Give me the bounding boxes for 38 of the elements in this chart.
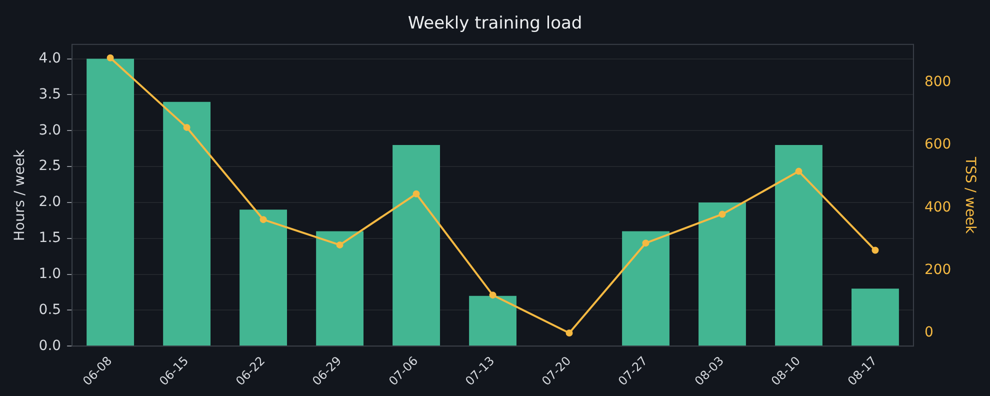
bar	[469, 296, 516, 346]
point	[795, 168, 802, 175]
y2-tick-label: 0	[924, 324, 934, 341]
y-tick-label: 3.5	[38, 86, 62, 102]
y-tick-label: 1.0	[38, 266, 62, 282]
chart-title: Weekly training load	[408, 14, 582, 34]
y-tick-label: 3.0	[38, 122, 62, 138]
y-axis-title: Hours / week	[12, 148, 28, 241]
y-tick-label: 0.5	[38, 302, 62, 318]
point	[718, 210, 726, 218]
point	[489, 292, 496, 299]
bar	[392, 144, 440, 346]
point	[106, 54, 114, 62]
point	[183, 124, 190, 131]
y-tick-label: 0.0	[38, 338, 62, 354]
point	[336, 241, 344, 248]
y2-axis-title: TSS / week	[962, 156, 978, 235]
bar	[163, 102, 211, 346]
y-tick-label: 1.5	[38, 230, 62, 246]
y-tick-label: 2.0	[38, 194, 62, 210]
y-tick-label: 2.5	[38, 158, 62, 174]
bar	[240, 210, 288, 346]
bar	[86, 58, 134, 346]
point	[566, 330, 573, 336]
y-tick-label: 4.0	[38, 50, 62, 66]
bar	[775, 144, 822, 346]
point	[642, 240, 650, 247]
bar	[852, 288, 899, 346]
bar	[316, 231, 364, 346]
point	[412, 190, 420, 198]
y2-tick-label: 200	[924, 262, 952, 278]
y2-tick-label: 600	[924, 136, 952, 153]
point	[260, 216, 267, 224]
point	[872, 246, 879, 254]
y2-tick-label: 400	[924, 199, 952, 216]
y2-tick-label: 800	[924, 74, 952, 90]
bar	[622, 231, 670, 346]
bar	[698, 202, 746, 346]
